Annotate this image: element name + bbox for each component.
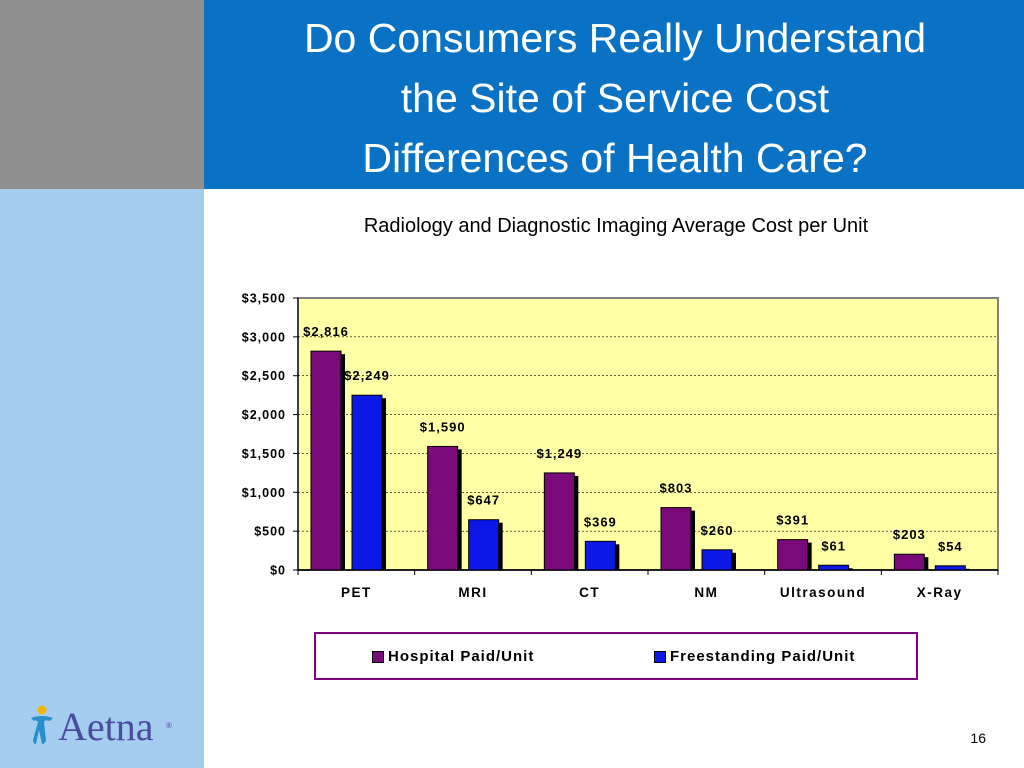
y-tick-label: $1,500 xyxy=(242,447,286,461)
y-tick-label: $3,000 xyxy=(242,330,286,344)
data-label: $1,590 xyxy=(420,419,466,434)
y-tick-label: $500 xyxy=(254,525,286,539)
bar-hospital xyxy=(893,553,925,571)
bar-hospital xyxy=(427,445,459,571)
data-label: $647 xyxy=(467,493,500,508)
y-tick-label: $1,000 xyxy=(242,486,286,500)
data-label: $2,816 xyxy=(303,324,349,339)
slide-title-line-2: the Site of Service Cost xyxy=(400,75,830,121)
aetna-wordmark: Aetna xyxy=(58,704,154,749)
x-category-label: Ultrasound xyxy=(780,585,866,600)
legend-label-freestanding: Freestanding Paid/Unit xyxy=(670,648,856,665)
legend-swatch-freestanding xyxy=(654,650,666,663)
y-tick-label: $2,000 xyxy=(242,408,286,422)
bar-freestanding xyxy=(934,565,966,571)
x-category-label: X-Ray xyxy=(917,585,963,600)
page-number: 16 xyxy=(970,730,986,746)
data-label: $2,249 xyxy=(344,368,390,383)
data-label: $1,249 xyxy=(536,446,582,461)
registered-mark: ® xyxy=(166,721,172,730)
bar-chart: $0 $500 $1,000 $1,500 $2,000 $2,500 $3,000 $3,5… xyxy=(242,292,999,600)
legend-swatch-hospital xyxy=(372,650,384,663)
plot-area xyxy=(297,297,999,571)
data-label: $61 xyxy=(821,538,846,553)
data-label: $803 xyxy=(660,481,693,496)
y-tick-label: $3,500 xyxy=(242,292,286,306)
bar-freestanding xyxy=(351,394,383,571)
chart-title: Radiology and Diagnostic Imaging Average… xyxy=(363,215,869,237)
x-category-label: CT xyxy=(579,585,600,600)
data-label: $260 xyxy=(701,523,734,538)
bar-hospital xyxy=(777,539,809,571)
bar-freestanding xyxy=(818,564,850,571)
x-category-label: PET xyxy=(341,585,372,600)
y-tick-label: $2,500 xyxy=(242,369,286,383)
legend-item-hospital: Hospital Paid/Unit xyxy=(372,648,534,665)
bar-freestanding xyxy=(701,549,733,571)
data-label: $203 xyxy=(893,527,926,542)
y-tick-label: $0 xyxy=(270,564,286,578)
gray-corner-block xyxy=(0,0,204,189)
data-label: $391 xyxy=(776,513,809,528)
legend-item-freestanding: Freestanding Paid/Unit xyxy=(654,648,855,665)
slide-title: Do Consumers Really Understand the Site … xyxy=(210,8,1020,188)
header-bar xyxy=(204,0,1024,189)
bar-freestanding xyxy=(468,519,500,571)
aetna-logo: Aetna ® xyxy=(31,704,172,749)
left-stripe xyxy=(0,189,204,768)
aetna-figure-icon xyxy=(31,705,53,744)
data-label: $369 xyxy=(584,514,617,529)
slide-title-line-3: Differences of Health Care? xyxy=(362,135,868,181)
legend-label-hospital: Hospital Paid/Unit xyxy=(388,648,535,665)
bar-hospital xyxy=(543,472,575,571)
data-label: $54 xyxy=(938,539,963,554)
bar-hospital xyxy=(310,350,342,571)
chart-legend: Hospital Paid/Unit Freestanding Paid/Uni… xyxy=(314,632,918,680)
bar-hospital xyxy=(660,507,692,571)
bar-freestanding xyxy=(584,540,616,571)
x-category-label: MRI xyxy=(458,585,487,600)
slide-title-line-1: Do Consumers Really Understand xyxy=(303,15,927,61)
x-category-label: NM xyxy=(694,585,718,600)
